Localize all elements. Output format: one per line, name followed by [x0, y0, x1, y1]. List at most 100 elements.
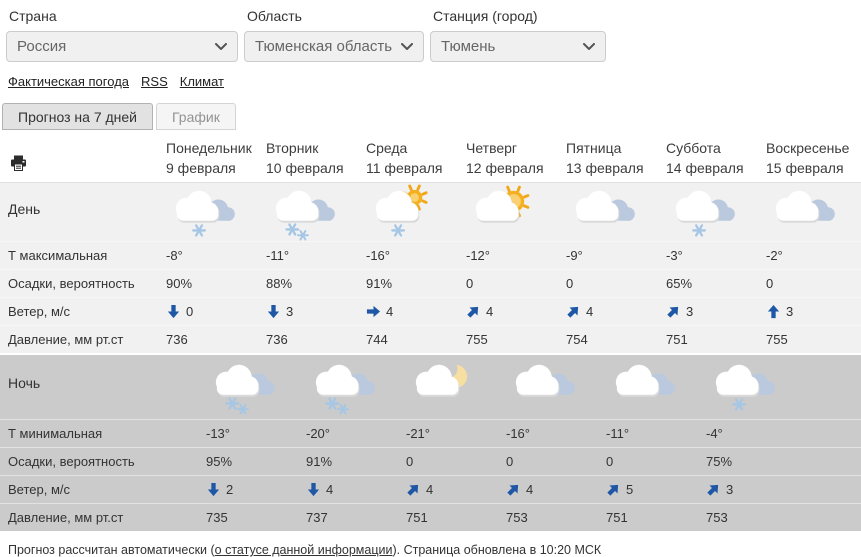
- day-header: Воскресенье 15 февраля: [760, 138, 860, 182]
- value-cell: -11°: [266, 248, 290, 263]
- station-select[interactable]: Тюмень: [430, 31, 606, 62]
- location-selectors: Страна Россия Область Тюменская область …: [0, 0, 861, 62]
- link-climate[interactable]: Климат: [179, 74, 225, 89]
- value-cell: -2°: [766, 248, 783, 263]
- table-row: Осадки, вероятность 90% 88% 91% 0 0 65% 0: [0, 269, 861, 297]
- value-cell: 753: [506, 510, 528, 525]
- footer-status-link[interactable]: о статусе данной информации: [214, 543, 393, 557]
- value-cell: 0: [566, 276, 574, 291]
- table-row: Давление, мм рт.ст 735 737 751 753 751 753: [0, 503, 861, 531]
- chevron-down-icon: [401, 42, 413, 51]
- row-label: Давление, мм рт.ст: [8, 332, 124, 347]
- day-date: 11 февраля: [366, 160, 443, 176]
- day-header: Вторник 10 февраля: [260, 138, 360, 182]
- wind-speed: 2: [226, 482, 234, 497]
- table-row: Давление, мм рт.ст 736 736 744 755 754 751 755: [0, 325, 861, 353]
- wind-arrow-up-right-icon: [603, 479, 624, 500]
- row-cells: 735 737 751 753 751 753: [160, 510, 800, 525]
- value-cell: 0: [506, 454, 514, 469]
- weather-icon-cloudy: [500, 359, 600, 415]
- row-cells: 95% 91% 0 0 0 75%: [160, 454, 800, 469]
- forecast-table: Понедельник 9 февраля Вторник 10 февраля Сре…: [0, 130, 861, 531]
- tab-forecast-7-days[interactable]: Прогноз на 7 дней: [2, 103, 153, 130]
- weather-icon-cloud-snow-2: [200, 359, 300, 415]
- weather-icon-cloud-snow-2: [260, 185, 360, 241]
- wind-cell: 5: [600, 482, 700, 497]
- row-label: Т максимальная: [8, 248, 108, 263]
- value-cell: 751: [666, 332, 688, 347]
- wind-speed: 4: [526, 482, 534, 497]
- row-cells: -13° -20° -21° -16° -11° -4°: [160, 426, 800, 441]
- wind-speed: 3: [786, 304, 794, 319]
- day-weather-icons: [160, 184, 860, 241]
- table-row: Ветер, м/с 2 4 4 4 5 3: [0, 475, 861, 503]
- wind-cell: 4: [560, 304, 660, 319]
- row-label: Давление, мм рт.ст: [8, 510, 124, 525]
- weather-icon-cloud-snow-1: [660, 185, 760, 241]
- table-row: Ветер, м/с 0 3 4 4 4 3 3: [0, 297, 861, 325]
- wind-cell: 4: [300, 482, 400, 497]
- value-cell: -8°: [166, 248, 183, 263]
- wind-arrow-up-right-icon: [563, 301, 584, 322]
- view-tabs: Прогноз на 7 дней График: [2, 103, 861, 130]
- wind-arrow-up-right-icon: [703, 479, 724, 500]
- value-cell: -13°: [206, 426, 230, 441]
- wind-speed: 4: [586, 304, 594, 319]
- value-cell: 737: [306, 510, 328, 525]
- day-date: 13 февраля: [566, 160, 644, 176]
- value-cell: -16°: [506, 426, 530, 441]
- day-headers: Понедельник 9 февраля Вторник 10 февраля Сре…: [160, 138, 860, 182]
- wind-speed: 4: [386, 304, 394, 319]
- link-rss[interactable]: RSS: [141, 74, 168, 89]
- value-cell: 91%: [366, 276, 393, 291]
- table-row: Т максимальная -8° -11° -16° -12° -9° -3° -2°: [0, 241, 861, 269]
- region-group: Область Тюменская область: [244, 8, 424, 62]
- value-cell: 75%: [706, 454, 733, 469]
- value-cell: -21°: [406, 426, 430, 441]
- value-cell: 65%: [666, 276, 693, 291]
- region-select-value: Тюменская область: [255, 38, 393, 55]
- wind-speed: 4: [326, 482, 334, 497]
- day-name: Суббота: [666, 140, 721, 156]
- weather-icon-moon-cloud: [400, 359, 500, 415]
- wind-arrow-up-right-icon: [663, 301, 684, 322]
- wind-arrow-down-icon: [306, 482, 321, 497]
- day-header: Суббота 14 февраля: [660, 138, 760, 182]
- wind-arrow-up-right-icon: [503, 479, 524, 500]
- value-cell: 88%: [266, 276, 293, 291]
- value-cell: -9°: [566, 248, 583, 263]
- day-section-label: День: [8, 201, 41, 217]
- day-name: Понедельник: [166, 140, 252, 156]
- wind-speed: 4: [426, 482, 434, 497]
- table-header-row: Понедельник 9 февраля Вторник 10 февраля Сре…: [0, 130, 861, 182]
- station-group: Станция (город) Тюмень: [430, 8, 606, 62]
- row-label: Осадки, вероятность: [8, 454, 135, 469]
- footer-text-before: Прогноз рассчитан автоматически (: [8, 543, 215, 557]
- weather-icon-cloud-snow-1: [160, 185, 260, 241]
- table-row: Осадки, вероятность 95% 91% 0 0 0 75%: [0, 447, 861, 475]
- weather-icon-cloud-snow-1: [700, 359, 800, 415]
- link-actual-weather[interactable]: Фактическая погода: [8, 74, 130, 89]
- region-select[interactable]: Тюменская область: [244, 31, 424, 62]
- country-label: Страна: [9, 8, 57, 24]
- weather-icon-cloudy: [560, 185, 660, 241]
- tab-chart[interactable]: График: [156, 103, 236, 130]
- country-select[interactable]: Россия: [6, 31, 238, 62]
- value-cell: 736: [166, 332, 188, 347]
- day-name: Пятница: [566, 140, 622, 156]
- value-cell: -11°: [606, 426, 630, 441]
- day-header: Четверг 12 февраля: [460, 138, 560, 182]
- wind-speed: 0: [186, 304, 194, 319]
- print-icon[interactable]: [10, 155, 27, 176]
- row-label: Т минимальная: [8, 426, 103, 441]
- table-corner: [0, 155, 160, 182]
- wind-cell: 3: [760, 304, 860, 319]
- station-select-value: Тюмень: [441, 38, 496, 55]
- value-cell: 755: [466, 332, 488, 347]
- day-date: 14 февраля: [666, 160, 744, 176]
- day-date: 10 февраля: [266, 160, 344, 176]
- wind-cell: 4: [360, 304, 460, 319]
- night-weather-icons: [160, 359, 800, 415]
- value-cell: -3°: [666, 248, 683, 263]
- footer-note: Прогноз рассчитан автоматически (о стату…: [0, 531, 861, 557]
